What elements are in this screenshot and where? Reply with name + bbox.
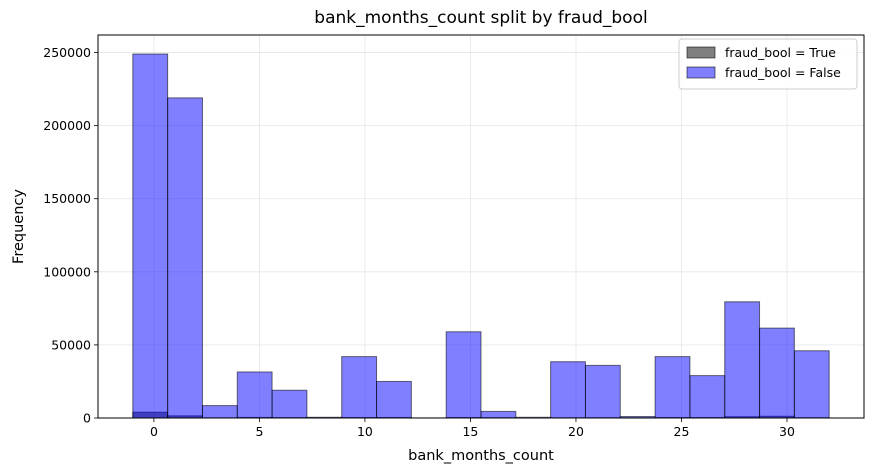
bar-fraud-false: [445, 331, 482, 419]
axes-frame: [97, 34, 865, 419]
y-tick-label: 250000: [43, 45, 91, 60]
legend-box: [678, 38, 858, 90]
bar-fraud-false: [550, 361, 586, 419]
x-tick-label: 25: [674, 424, 690, 439]
ticks-layer: 0 5 10 15 20 25 30 0 50000 100000 150000 200000 2500…: [43, 45, 795, 439]
bar-fraud-false: [480, 410, 517, 419]
bar-fraud-false: [584, 364, 621, 419]
x-tick-label: 20: [568, 424, 584, 439]
legend-swatch: [686, 46, 716, 59]
bar-fraud-false: [376, 380, 412, 419]
legend-label: fraud_bool = False: [725, 65, 841, 80]
chart-title: bank_months_count split by fraud_bool: [314, 8, 647, 28]
y-tick-label: 200000: [43, 118, 91, 133]
bar-fraud-false: [271, 389, 308, 419]
y-tick-label: 50000: [51, 337, 91, 352]
bar-fraud-false: [759, 327, 795, 419]
bar-fraud-false: [793, 350, 830, 419]
y-tick-label: 0: [83, 411, 91, 426]
x-axis-label: bank_months_count: [408, 448, 554, 464]
bars-layer: [132, 53, 830, 419]
bar-fraud-false: [236, 371, 273, 419]
bar-fraud-false: [201, 405, 238, 419]
x-tick-label: 10: [357, 424, 373, 439]
x-tick-label: 15: [462, 424, 478, 439]
bar-fraud-false: [167, 97, 203, 419]
x-tick-label: 30: [779, 424, 795, 439]
y-tick-label: 100000: [43, 264, 91, 279]
legend-label: fraud_bool = True: [725, 45, 836, 60]
y-axis-label: Frequency: [11, 189, 27, 264]
bar-fraud-false: [654, 356, 691, 419]
bar-fraud-false: [341, 356, 378, 419]
x-tick-label: 0: [150, 424, 158, 439]
legend-swatch: [686, 66, 716, 79]
bar-fraud-false: [724, 301, 761, 419]
x-tick-label: 5: [255, 424, 263, 439]
legend: fraud_bool = True fraud_bool = False: [678, 38, 858, 90]
bar-fraud-false: [132, 53, 169, 419]
y-tick-label: 150000: [43, 191, 91, 206]
bar-fraud-false: [689, 375, 726, 419]
